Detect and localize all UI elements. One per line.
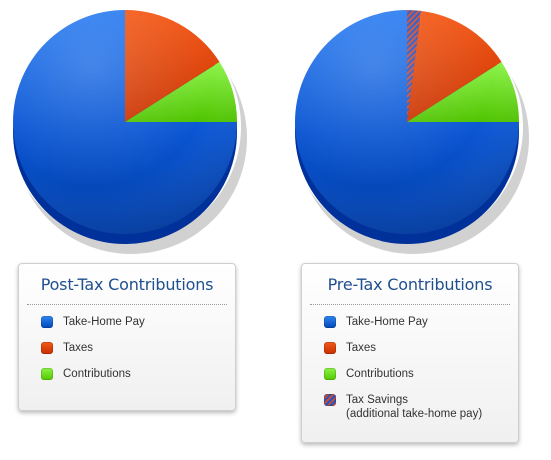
take-home-pay-swatch	[324, 316, 336, 328]
pre-tax-legend: Pre-Tax Contributions Take-Home Pay Taxe…	[301, 263, 519, 443]
legend-label: Contributions	[346, 368, 414, 380]
post-tax-legend-title: Post-Tax Contributions	[40, 275, 214, 294]
taxes-swatch	[324, 342, 336, 354]
contributions-swatch	[324, 368, 336, 380]
legend-label: Tax Savings (additional take-home pay)	[346, 393, 482, 421]
post-tax-legend: Post-Tax Contributions Take-Home Pay Tax…	[18, 263, 236, 411]
taxes-swatch	[41, 342, 53, 354]
legend-item-contributions: Contributions	[324, 367, 518, 393]
legend-label: Taxes	[346, 342, 377, 354]
pre-tax-pie-chart	[291, 9, 529, 254]
legend-divider	[310, 304, 510, 305]
pre-tax-legend-title: Pre-Tax Contributions	[327, 275, 493, 294]
legend-item-taxes: Taxes	[324, 341, 518, 367]
take-home-pay-swatch	[41, 316, 53, 328]
tax-savings-swatch	[324, 394, 336, 406]
legend-label: Taxes	[63, 342, 94, 354]
legend-item-taxes: Taxes	[41, 341, 235, 367]
pie-gloss	[295, 10, 519, 234]
legend-label: Take-Home Pay	[346, 316, 428, 328]
legend-divider	[27, 304, 227, 305]
tax-savings-sublabel: (additional take-home pay)	[346, 408, 483, 420]
pre-tax-chart-panel: Pre-Tax Contributions Take-Home Pay Taxe…	[290, 0, 550, 460]
post-tax-pie-chart	[9, 10, 247, 254]
tax-savings-label: Tax Savings	[346, 394, 409, 406]
legend-label: Contributions	[63, 368, 131, 380]
post-tax-chart-panel: Post-Tax Contributions Take-Home Pay Tax…	[8, 0, 268, 460]
legend-item-tax-savings: Tax Savings (additional take-home pay)	[324, 393, 518, 429]
legend-item-take-home-pay: Take-Home Pay	[41, 315, 235, 341]
legend-item-contributions: Contributions	[41, 367, 235, 393]
legend-item-take-home-pay: Take-Home Pay	[324, 315, 518, 341]
contributions-swatch	[41, 368, 53, 380]
pie-gloss	[13, 10, 237, 234]
legend-label: Take-Home Pay	[63, 316, 145, 328]
